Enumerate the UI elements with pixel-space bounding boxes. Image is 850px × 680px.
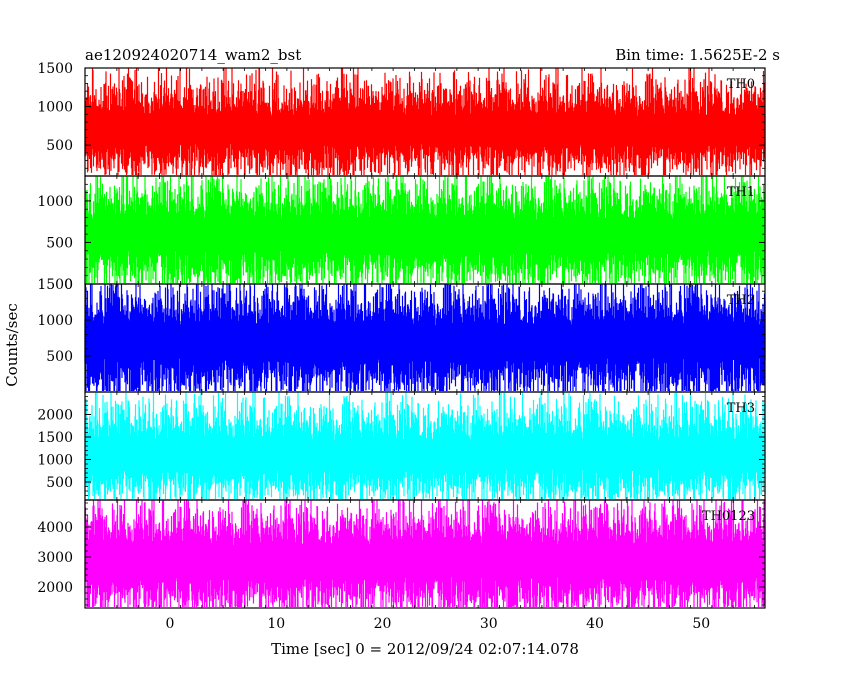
x-tick-label: 40 bbox=[586, 616, 604, 632]
series-trace-th3 bbox=[84, 392, 766, 499]
x-tick-label: 20 bbox=[374, 616, 392, 632]
y-tick-label: 2000 bbox=[37, 408, 73, 424]
chart-title-left: ae120924020714_wam2_bst bbox=[85, 46, 301, 64]
y-tick-label: 500 bbox=[46, 475, 73, 491]
x-tick-label: 0 bbox=[166, 616, 175, 632]
y-tick-label: 1000 bbox=[37, 313, 73, 329]
series-trace-th1 bbox=[84, 176, 766, 283]
panel-label-th0: TH0 bbox=[727, 77, 755, 92]
chart-title-right: Bin time: 1.5625E-2 s bbox=[615, 46, 780, 64]
y-tick-label: 0 bbox=[64, 277, 73, 293]
y-tick-label: 2000 bbox=[37, 580, 73, 596]
panel-th0123: 2000 3000 4000 TH0123 bbox=[37, 499, 766, 609]
panel-label-th2: TH2 bbox=[727, 293, 755, 308]
y-tick-label: 1500 bbox=[37, 61, 73, 77]
x-tick-label: 10 bbox=[267, 616, 285, 632]
panel-label-th3: TH3 bbox=[727, 401, 755, 416]
y-tick-label: 500 bbox=[46, 235, 73, 251]
series-trace-th2 bbox=[84, 284, 766, 391]
y-tick-label: 500 bbox=[46, 138, 73, 154]
panel-label-th1: TH1 bbox=[727, 185, 755, 200]
panel-th3: 500 1000 1500 2000 TH3 bbox=[37, 391, 766, 501]
x-tick-label: 50 bbox=[692, 616, 710, 632]
y-tick-label: 1500 bbox=[37, 430, 73, 446]
panel-th0: 500 1000 1500 TH0 bbox=[37, 61, 766, 177]
panel-th1: 0 500 1000 TH1 bbox=[37, 175, 766, 293]
y-tick-label: 3000 bbox=[37, 550, 73, 566]
y-axis-label: Counts/sec bbox=[3, 303, 21, 387]
x-axis-label: Time [sec] 0 = 2012/09/24 02:07:14.078 bbox=[271, 640, 579, 658]
panel-th2: 500 1000 1500 TH2 bbox=[37, 277, 766, 393]
y-tick-label: 1000 bbox=[37, 100, 73, 116]
y-tick-label: 1000 bbox=[37, 453, 73, 469]
y-tick-label: 4000 bbox=[37, 520, 73, 536]
panel-label-th0123: TH0123 bbox=[702, 509, 755, 524]
panels-group: 50010001500TH005001000TH150010001500TH25… bbox=[37, 61, 766, 632]
panel-frame bbox=[84, 499, 766, 609]
series-trace-th0123 bbox=[84, 500, 766, 607]
y-tick-label: 500 bbox=[46, 349, 73, 365]
series-trace-th0 bbox=[84, 68, 766, 175]
x-tick-label: 30 bbox=[480, 616, 498, 632]
y-tick-label: 1500 bbox=[37, 277, 73, 293]
y-tick-label: 1000 bbox=[37, 194, 73, 210]
